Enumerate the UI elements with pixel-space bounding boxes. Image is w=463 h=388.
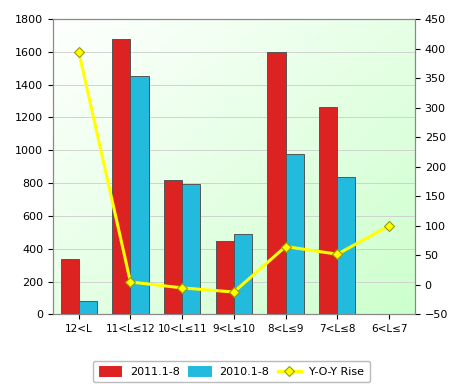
Bar <box>268 52 286 315</box>
Bar <box>131 76 149 315</box>
Bar <box>216 241 234 315</box>
Y-O-Y Rise <box>76 49 81 54</box>
Bar <box>79 301 97 315</box>
Bar <box>338 177 356 315</box>
Bar <box>234 234 252 315</box>
Y-O-Y Rise <box>128 280 133 284</box>
Bar <box>61 259 79 315</box>
Legend: 2011.1-8, 2010.1-8, Y-O-Y Rise: 2011.1-8, 2010.1-8, Y-O-Y Rise <box>93 361 370 383</box>
Y-O-Y Rise <box>335 252 340 256</box>
Y-O-Y Rise <box>386 223 392 228</box>
Bar <box>182 184 200 315</box>
Bar <box>113 39 131 315</box>
Bar <box>319 107 338 315</box>
Line: Y-O-Y Rise: Y-O-Y Rise <box>75 48 393 296</box>
Y-O-Y Rise <box>231 290 237 294</box>
Bar <box>286 154 304 315</box>
Bar <box>164 180 182 315</box>
Y-O-Y Rise <box>283 244 288 249</box>
Y-O-Y Rise <box>179 286 185 290</box>
